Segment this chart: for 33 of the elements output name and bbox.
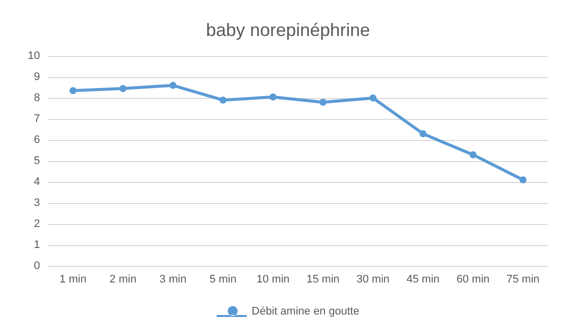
x-tick-label: 60 min [456,274,490,286]
y-tick-label: 9 [34,71,40,83]
point [470,151,476,158]
y-tick-label: 7 [34,113,40,125]
point [520,176,526,184]
y-tick-label: 10 [28,50,40,62]
legend-label: Débit amine en goutte [252,306,360,318]
x-tick-label: 5 min [210,274,236,286]
y-tick-label: 1 [34,239,40,251]
y-tick-label: 4 [34,176,40,188]
x-tick-label: 45 min [406,274,440,286]
y-tick-label: 0 [34,260,40,272]
y-tick-label: 6 [34,134,40,146]
point [70,87,76,94]
y-tick-label: 3 [34,197,40,209]
point [220,96,226,104]
y-tick-label: 2 [34,218,40,230]
chart-title: baby norepinéphrine [206,20,370,40]
point [170,82,176,89]
x-tick-label: 10 min [256,274,290,286]
x-tick-label: 3 min [160,274,186,286]
x-tick-label: 15 min [306,274,340,286]
x-tick-label: 2 min [110,274,136,286]
point [120,85,126,92]
point [420,130,426,138]
x-tick-label: 1 min [60,274,86,286]
point [320,98,326,106]
point [370,94,376,102]
x-tick-label: 30 min [356,274,390,286]
point [270,93,276,100]
y-tick-label: 5 [34,155,40,167]
x-tick-label: 75 min [506,274,540,286]
y-tick-label: 8 [34,92,40,104]
